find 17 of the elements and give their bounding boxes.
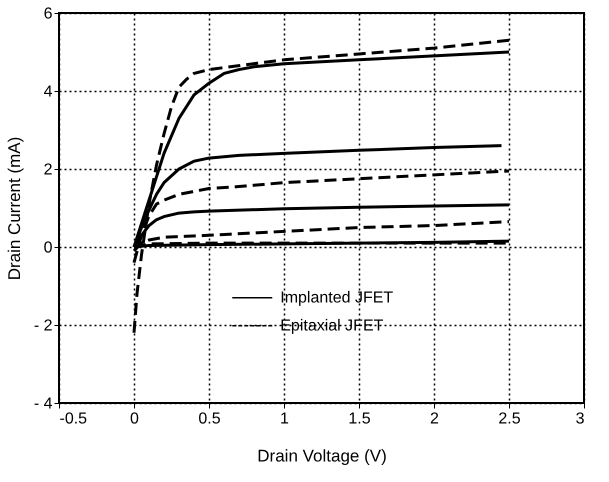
x-tick-label: 0 — [130, 410, 140, 428]
x-tick-label: 2 — [430, 410, 440, 428]
x-tick-label: 1.5 — [348, 410, 371, 428]
y-tick-label: 2 — [44, 162, 53, 178]
x-tick-label: -0.5 — [60, 410, 88, 428]
y-axis-title: Drain Current (mA) — [4, 136, 24, 280]
x-tick-label: 3 — [576, 410, 585, 428]
legend-label: Implanted JFET — [280, 290, 394, 307]
x-axis-title: Drain Voltage (V) — [257, 446, 387, 466]
y-tick-label: 0 — [44, 240, 53, 256]
x-tick-label: 2.5 — [498, 410, 521, 428]
y-tick-label: 4 — [44, 84, 53, 100]
y-tick-label: - 4 — [34, 396, 53, 412]
x-tick-label: 1 — [280, 410, 290, 428]
y-tick-label: - 2 — [34, 318, 53, 334]
x-tick-label: 0.5 — [198, 410, 221, 428]
y-tick-label: 6 — [44, 6, 53, 22]
